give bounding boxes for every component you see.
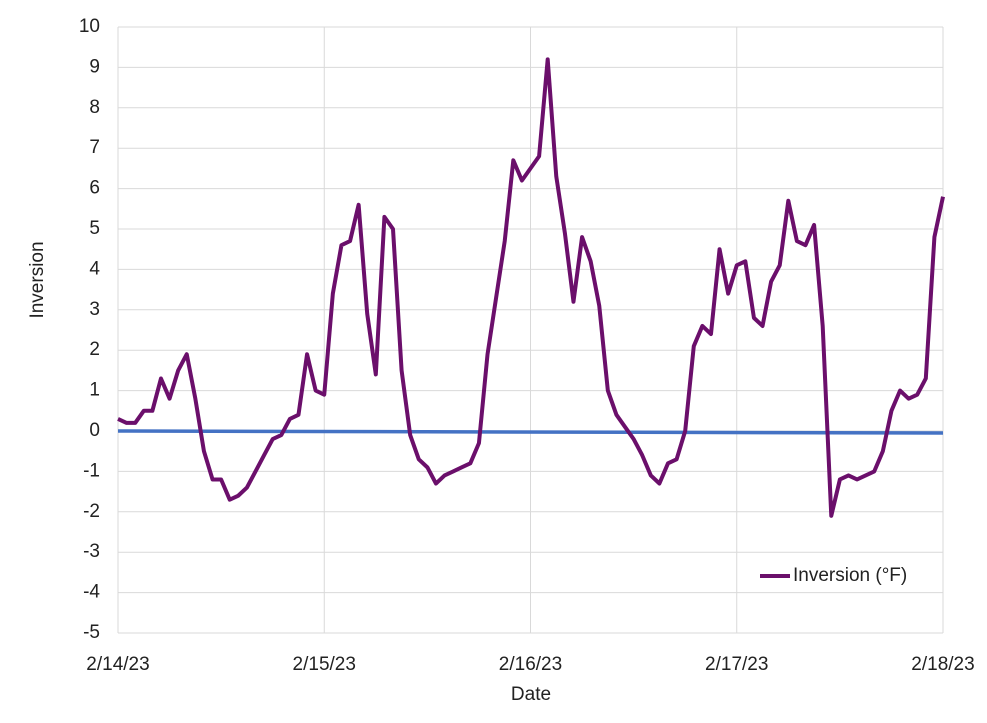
trendline [117, 429, 944, 435]
y-tick-label: -4 [83, 582, 100, 603]
x-axis-label: Date [511, 684, 551, 705]
x-tick-label: 2/16/23 [499, 654, 562, 675]
y-tick-label: 10 [79, 16, 100, 37]
y-tick-label: 1 [89, 380, 100, 401]
y-axis-label: Inversion [27, 241, 48, 318]
x-tick-label: 2/15/23 [293, 654, 356, 675]
y-tick-label: 8 [89, 97, 100, 118]
y-tick-label: 7 [89, 137, 100, 158]
y-tick-label: 2 [89, 339, 100, 360]
y-tick-label: -2 [83, 501, 100, 522]
y-tick-label: 5 [89, 218, 100, 239]
y-tick-label: -3 [83, 541, 100, 562]
y-tick-label: 6 [89, 178, 100, 199]
x-tick-label: 2/18/23 [911, 654, 974, 675]
y-tick-label: 3 [89, 299, 100, 320]
x-tick-label: 2/17/23 [705, 654, 768, 675]
y-tick-label: -1 [83, 460, 100, 481]
y-tick-label: 0 [89, 420, 100, 441]
y-tick-label: -5 [83, 622, 100, 643]
legend-label: Inversion (°F) [793, 565, 907, 586]
y-tick-label: 4 [89, 258, 100, 279]
x-tick-label: 2/14/23 [86, 654, 149, 675]
y-tick-label: 9 [89, 56, 100, 77]
data-line [117, 57, 945, 518]
